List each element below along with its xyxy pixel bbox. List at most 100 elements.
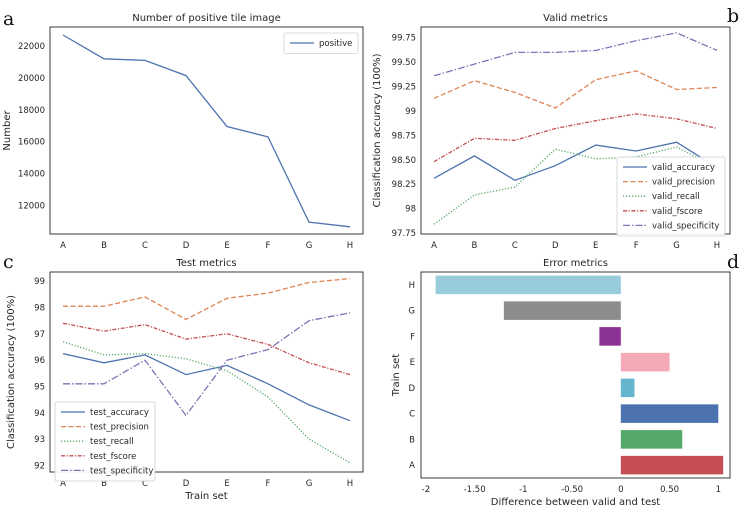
y-tick-label: 99	[34, 277, 45, 287]
x-tick-label: C	[512, 241, 518, 251]
y-tick-label: 98	[34, 304, 45, 314]
x-tick-label: E	[224, 479, 229, 489]
panel-letter-a: a	[3, 8, 14, 30]
series-line-test_fscore	[62, 322, 351, 376]
x-tick-label: C	[142, 241, 148, 251]
y-tick-label: 12000	[18, 201, 45, 211]
legend-label: valid_recall	[652, 192, 700, 202]
bar-E	[620, 352, 670, 372]
series-line-test_precision	[63, 277, 351, 321]
legend-label: test_accuracy	[90, 408, 149, 418]
chart-title: Error metrics	[543, 258, 608, 269]
x-tick-label: B	[101, 479, 107, 489]
y-tick-label: E	[410, 358, 415, 368]
bar-D	[620, 378, 635, 398]
plot-frame	[420, 26, 731, 235]
x-tick-label: -1.50	[464, 485, 486, 495]
x-tick-label: G	[306, 241, 313, 251]
y-axis-label: Number	[2, 110, 13, 151]
plot-frame	[49, 271, 364, 473]
legend-label: test_fscore	[90, 452, 136, 462]
bar-A	[620, 455, 724, 475]
y-tick-label: A	[409, 461, 415, 471]
y-tick-label: 94	[34, 409, 45, 419]
y-tick-label: C	[409, 410, 415, 420]
y-tick-label: 20000	[18, 74, 45, 84]
x-tick-label: B	[472, 241, 478, 251]
y-tick-label: 98.75	[392, 131, 416, 141]
x-tick-label: A	[60, 241, 66, 251]
legend-box	[616, 156, 726, 237]
series-line-valid_specificity	[433, 32, 718, 77]
y-tick-label: 18000	[18, 106, 45, 116]
x-tick-label: F	[266, 241, 271, 251]
chart-title: Valid metrics	[543, 13, 608, 24]
y-axis-label: Classification accuracy (100%)	[372, 53, 383, 207]
legend-label: positive	[319, 39, 352, 49]
y-tick-label: 99	[405, 107, 416, 117]
y-tick-label: 97.75	[392, 229, 416, 239]
x-tick-label: 0.50	[660, 485, 679, 495]
x-tick-label: -1	[519, 485, 527, 495]
x-tick-label: A	[60, 479, 66, 489]
y-tick-label: F	[410, 332, 415, 342]
y-axis-label: Train set	[391, 354, 402, 398]
x-tick-label: D	[183, 241, 190, 251]
series-line-valid_precision	[433, 70, 718, 109]
panel-letter-d: d	[727, 251, 739, 273]
series-line-valid_fscore	[433, 113, 718, 163]
panel-b-chart: Valid metrics A B C D E F G H 97.75 98 98.25 98.50 98…	[372, 13, 731, 251]
x-axis-label: Difference between valid and test	[491, 497, 661, 507]
plot-frame	[49, 26, 364, 235]
x-tick-label: F	[266, 479, 271, 489]
x-tick-label: F	[634, 241, 639, 251]
plot-frame	[420, 271, 731, 479]
legend-box	[283, 32, 359, 55]
series-line-test_accuracy	[62, 352, 351, 422]
bar-F	[599, 327, 621, 346]
y-tick-label: 99.75	[392, 34, 416, 44]
y-axis-label: Classification accuracy (100%)	[6, 295, 17, 449]
x-tick-label: C	[142, 479, 148, 489]
panel-letter-c: c	[3, 251, 14, 273]
x-tick-label: D	[552, 241, 559, 251]
x-tick-label: E	[593, 241, 598, 251]
x-tick-label: 1	[716, 485, 721, 495]
y-tick-label: B	[409, 435, 415, 445]
panel-c-chart: Test metrics A B C D E F G H 92 93 94 95 96 97 98 99 Trai…	[6, 258, 364, 502]
x-tick-label: H	[347, 479, 353, 489]
legend-label: test_precision	[90, 423, 149, 433]
legend-label: valid_specificity	[652, 221, 719, 231]
x-tick-label: -0.50	[561, 485, 583, 495]
x-tick-label: E	[224, 241, 229, 251]
legend-label: test_recall	[90, 437, 134, 447]
y-tick-label: 96	[34, 356, 45, 366]
series-line-valid_accuracy	[433, 141, 718, 182]
panel-d-chart: Error metrics A B C D E F G H -2 -1.50 -1 -0.50 0 0.50…	[391, 258, 731, 507]
panel-a-chart: Number of positive tile image A B C D E F G H 120…	[2, 13, 364, 251]
bar-C	[620, 404, 719, 423]
y-tick-label: 22000	[18, 42, 45, 52]
y-tick-label: 98	[405, 205, 416, 215]
bar-G	[503, 301, 621, 320]
y-tick-label: 97	[34, 330, 45, 340]
x-axis-label: Train set	[184, 491, 228, 502]
y-tick-label: 95	[34, 382, 45, 392]
x-tick-label: D	[183, 479, 190, 489]
bar-H	[435, 275, 621, 295]
y-tick-label: 16000	[18, 138, 45, 148]
series-line-test_specificity	[63, 312, 351, 417]
x-tick-label: G	[306, 479, 313, 489]
legend-label: test_specificity	[90, 466, 153, 476]
y-tick-label: 92	[34, 461, 45, 471]
y-tick-label: 98.25	[392, 180, 416, 190]
x-tick-label: -2	[422, 485, 430, 495]
x-tick-label: A	[431, 241, 437, 251]
series-line-positive	[62, 34, 351, 228]
x-tick-label: B	[101, 241, 107, 251]
x-tick-label: 0	[618, 485, 623, 495]
y-tick-label: 99.50	[392, 58, 416, 68]
legend-box	[54, 401, 156, 482]
x-tick-label: H	[347, 241, 353, 251]
